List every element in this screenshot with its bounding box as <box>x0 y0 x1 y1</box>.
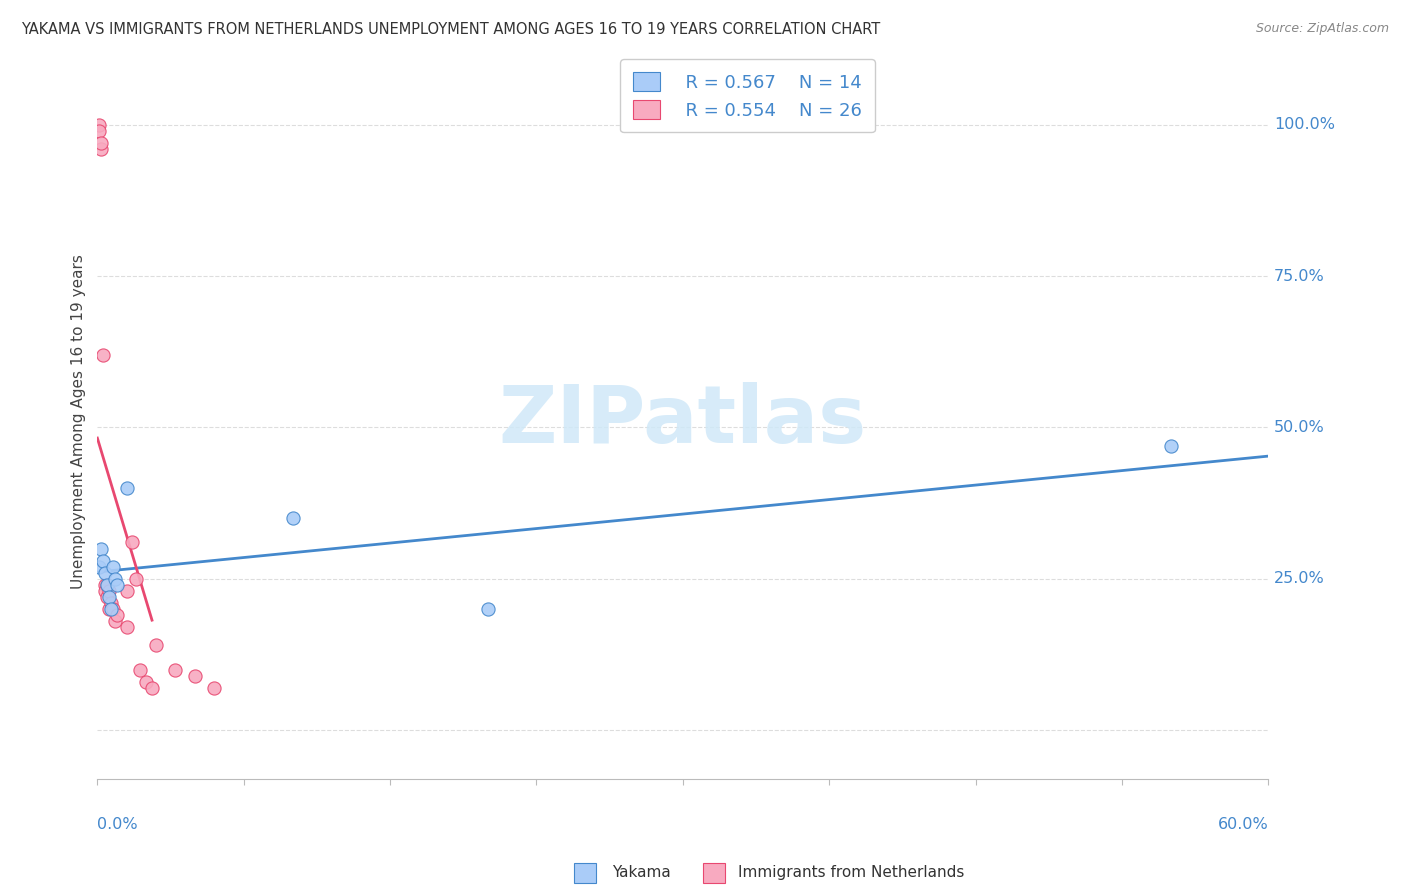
Point <box>115 620 138 634</box>
Point <box>91 553 114 567</box>
Point <box>145 638 167 652</box>
Point <box>96 590 118 604</box>
Point <box>91 348 114 362</box>
Point <box>90 541 112 556</box>
Point <box>89 124 111 138</box>
Point <box>94 583 117 598</box>
Point <box>165 663 187 677</box>
Point <box>98 590 121 604</box>
Text: 100.0%: 100.0% <box>1274 118 1336 132</box>
Text: 50.0%: 50.0% <box>1274 420 1324 435</box>
Point <box>100 602 122 616</box>
Legend:   R = 0.567    N = 14,   R = 0.554    N = 26: R = 0.567 N = 14, R = 0.554 N = 26 <box>620 59 875 132</box>
Point <box>477 602 499 616</box>
Text: 0.0%: 0.0% <box>97 817 138 832</box>
Text: 75.0%: 75.0% <box>1274 268 1324 284</box>
Text: ZIPatlas: ZIPatlas <box>499 383 868 460</box>
Point <box>94 578 117 592</box>
Point <box>96 578 118 592</box>
Point <box>100 596 122 610</box>
Text: 60.0%: 60.0% <box>1218 817 1268 832</box>
Y-axis label: Unemployment Among Ages 16 to 19 years: Unemployment Among Ages 16 to 19 years <box>72 254 86 589</box>
Text: YAKAMA VS IMMIGRANTS FROM NETHERLANDS UNEMPLOYMENT AMONG AGES 16 TO 19 YEARS COR: YAKAMA VS IMMIGRANTS FROM NETHERLANDS UN… <box>21 22 880 37</box>
Point <box>115 583 138 598</box>
Text: Source: ZipAtlas.com: Source: ZipAtlas.com <box>1256 22 1389 36</box>
Point <box>121 535 143 549</box>
Point <box>105 608 128 623</box>
Point <box>96 578 118 592</box>
Point <box>141 681 163 695</box>
Point <box>204 681 226 695</box>
Point <box>89 118 111 132</box>
Point <box>135 674 157 689</box>
Point <box>1160 439 1182 453</box>
Point <box>90 142 112 156</box>
Text: Immigrants from Netherlands: Immigrants from Netherlands <box>738 865 965 880</box>
Point <box>101 559 124 574</box>
Point <box>125 572 148 586</box>
Point <box>104 572 127 586</box>
Text: Yakama: Yakama <box>612 865 671 880</box>
Point <box>281 511 304 525</box>
Point <box>98 583 121 598</box>
Point <box>115 481 138 495</box>
Point <box>90 136 112 150</box>
Point <box>184 668 207 682</box>
Point <box>129 663 152 677</box>
Point <box>104 614 127 628</box>
Point <box>98 602 121 616</box>
Point <box>105 578 128 592</box>
Point <box>101 602 124 616</box>
Point <box>89 559 111 574</box>
Text: 25.0%: 25.0% <box>1274 571 1324 586</box>
Point <box>94 566 117 580</box>
